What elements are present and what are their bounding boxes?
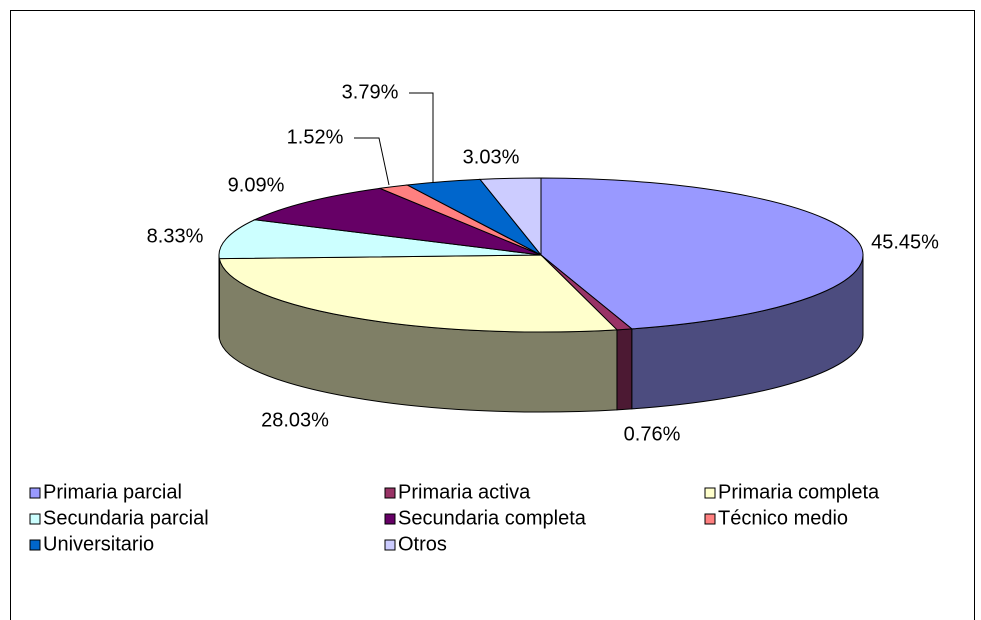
legend-swatch	[384, 513, 396, 525]
legend-swatch	[384, 539, 396, 551]
legend-swatch	[704, 487, 716, 499]
chart-frame	[10, 10, 975, 620]
legend-label: Universitario	[43, 533, 154, 555]
data-label: 28.03%	[261, 409, 329, 431]
leader-line	[354, 137, 390, 186]
data-label: 9.09%	[228, 174, 285, 196]
pie-slice	[252, 187, 542, 256]
pie-slice	[540, 177, 864, 330]
leader-line	[409, 92, 434, 183]
data-label: 1.52%	[287, 126, 344, 148]
pie-slice	[218, 219, 542, 260]
legend-swatch	[704, 513, 716, 525]
pie-slice	[479, 177, 542, 257]
legend-label: Primaria completa	[718, 481, 880, 503]
data-label: 8.33%	[147, 225, 204, 247]
data-label: 45.45%	[871, 231, 939, 253]
legend-swatch	[29, 539, 41, 551]
pie-side	[616, 328, 633, 411]
legend-label: Secundaria completa	[398, 507, 587, 529]
pie-slice	[218, 254, 619, 333]
legend-label: Técnico medio	[718, 507, 848, 529]
legend-swatch	[384, 487, 396, 499]
legend-label: Otros	[398, 533, 447, 555]
legend-swatch	[29, 513, 41, 525]
data-label: 0.76%	[624, 423, 681, 445]
legend-swatch	[29, 487, 41, 499]
legend-label: Primaria parcial	[43, 481, 182, 503]
legend-label: Secundaria parcial	[43, 507, 209, 529]
data-label: 3.79%	[342, 81, 399, 103]
data-label: 3.03%	[463, 146, 520, 168]
legend-label: Primaria activa	[398, 481, 531, 503]
